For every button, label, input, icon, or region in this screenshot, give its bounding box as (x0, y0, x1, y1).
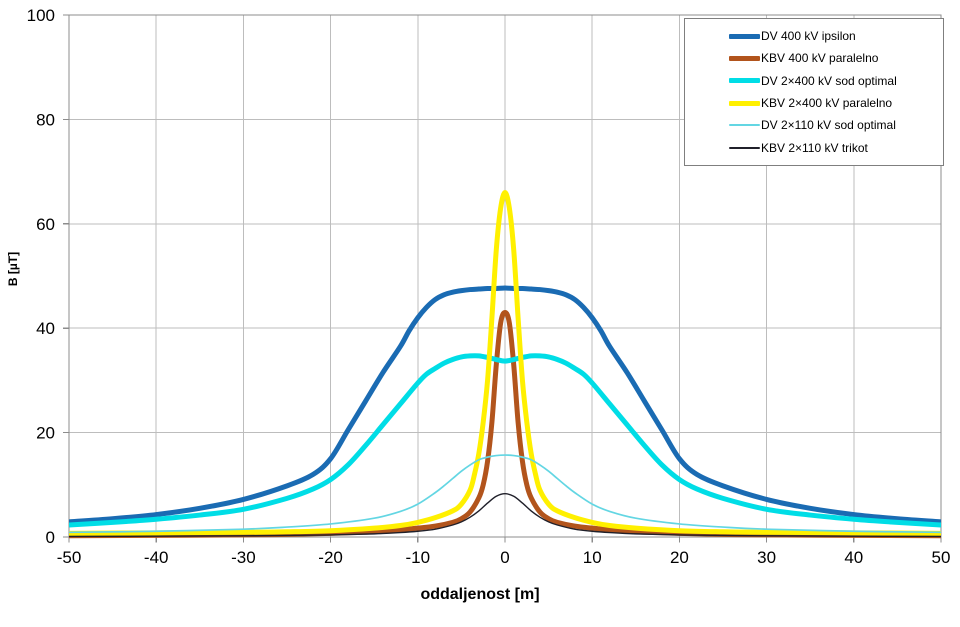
legend-item-1: KBV 400 kV paralelno (685, 48, 943, 68)
y-tick-label: 20 (36, 424, 55, 443)
x-tick-label: 40 (844, 548, 863, 567)
legend-swatch-icon (729, 124, 760, 127)
legend-swatch-icon (729, 55, 760, 61)
series-line-1 (69, 310, 941, 539)
y-tick-label: 100 (27, 6, 55, 25)
x-tick-label: 50 (932, 548, 951, 567)
legend-item-4: DV 2×110 kV sod optimal (685, 115, 943, 135)
x-tick-label: -50 (57, 548, 82, 567)
legend-label: DV 400 kV ipsilon (761, 29, 856, 44)
legend-label: KBV 400 kV paralelno (761, 51, 879, 66)
legend-swatch-icon (729, 100, 760, 106)
legend-label: DV 2×110 kV sod optimal (761, 118, 896, 133)
x-tick-label: -10 (406, 548, 431, 567)
legend-label: KBV 2×400 kV paralelno (761, 96, 893, 111)
x-tick-label: 20 (670, 548, 689, 567)
legend-item-2: DV 2×400 kV sod optimal (685, 71, 943, 91)
y-axis-title: B [µT] (6, 251, 20, 287)
x-tick-label: 10 (583, 548, 602, 567)
legend-label: KBV 2×110 kV trikot (761, 140, 868, 155)
x-tick-label: 0 (500, 548, 509, 567)
legend-item-5: KBV 2×110 kV trikot (685, 138, 943, 158)
legend-item-0: DV 400 kV ipsilon (685, 26, 943, 46)
y-tick-label: 60 (36, 215, 55, 234)
x-tick-label: 30 (757, 548, 776, 567)
series-line-0 (69, 285, 941, 525)
x-tick-label: -20 (318, 548, 343, 567)
legend: DV 400 kV ipsilon KBV 400 kV paralelno DV … (684, 18, 944, 166)
series-line-5 (69, 492, 941, 538)
y-tick-label: 80 (36, 110, 55, 129)
series-line-3 (69, 189, 941, 536)
series-line-4 (69, 454, 941, 534)
x-tick-label: -30 (231, 548, 256, 567)
y-tick-label: 0 (46, 528, 55, 547)
y-tick-label: 40 (36, 319, 55, 338)
series-line-2 (69, 353, 941, 528)
legend-swatch-icon (729, 146, 760, 149)
x-axis-title: oddaljenost [m] (420, 586, 540, 603)
x-tick-label: -40 (144, 548, 169, 567)
legend-label: DV 2×400 kV sod optimal (761, 73, 897, 88)
legend-swatch-icon (729, 78, 760, 84)
legend-item-3: KBV 2×400 kV paralelno (685, 93, 943, 113)
legend-swatch-icon (729, 33, 760, 39)
